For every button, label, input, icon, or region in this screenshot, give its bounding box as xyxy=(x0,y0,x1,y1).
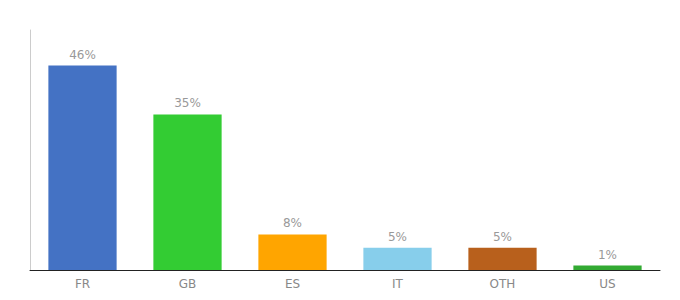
svg-text:FR: FR xyxy=(75,277,90,291)
svg-text:46%: 46% xyxy=(69,48,96,62)
svg-text:GB: GB xyxy=(179,277,197,291)
svg-text:5%: 5% xyxy=(493,230,512,244)
svg-text:IT: IT xyxy=(392,277,404,291)
svg-text:8%: 8% xyxy=(283,216,302,230)
svg-text:5%: 5% xyxy=(388,230,407,244)
svg-text:1%: 1% xyxy=(598,248,617,262)
svg-text:35%: 35% xyxy=(174,96,201,110)
svg-text:US: US xyxy=(599,277,615,291)
svg-text:ES: ES xyxy=(285,277,300,291)
svg-text:OTH: OTH xyxy=(490,277,516,291)
